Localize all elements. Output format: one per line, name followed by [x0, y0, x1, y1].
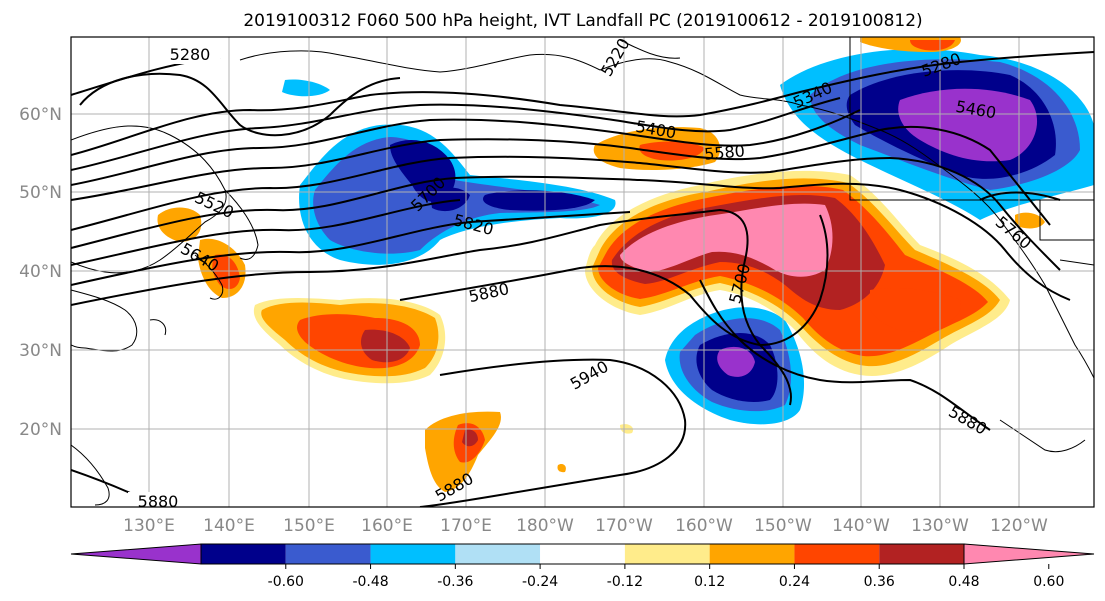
colorbar-tick-label: -0.36	[437, 574, 473, 590]
colorbar-segment	[370, 544, 456, 564]
colorbar-segment	[285, 544, 371, 564]
contour-label: 5280	[170, 45, 211, 64]
lon-label: 130°E	[123, 516, 175, 536]
lon-label: 180°W	[516, 516, 574, 536]
colorbar-tick-label: 0.36	[864, 574, 895, 590]
lat-label: 50°N	[19, 183, 62, 203]
lat-label: 40°N	[19, 262, 62, 282]
lon-label: 150°E	[283, 516, 335, 536]
lat-label: 20°N	[19, 420, 62, 440]
colorbar-tick-label: 0.24	[779, 574, 810, 590]
lat-label: 60°N	[19, 105, 62, 125]
colorbar-tick-label: -0.24	[522, 574, 558, 590]
lon-label: 130°W	[911, 516, 969, 536]
colorbar-frame	[200, 543, 965, 565]
colorbar-tick-label: -0.60	[268, 574, 304, 590]
colorbar-segment	[794, 544, 880, 564]
longitude-labels: 130°E 140°E 150°E 160°E 170°E 180°W 170°…	[123, 516, 1048, 536]
colorbar-segment	[540, 544, 625, 564]
contour-label: 5880	[138, 492, 179, 511]
colorbar-segment	[624, 544, 710, 564]
lon-label: 140°W	[832, 516, 890, 536]
lon-label: 160°W	[675, 516, 733, 536]
colorbar-tick-label: 0.60	[1033, 574, 1064, 590]
colorbar-segment	[709, 544, 795, 564]
lon-label: 170°E	[440, 516, 492, 536]
colorbar: -0.60 -0.48 -0.36 -0.24 -0.12 0.12 0.24 0.36 0.4…	[70, 543, 1095, 590]
colorbar-tick-label: 0.48	[948, 574, 979, 590]
colorbar-extend-high	[963, 543, 1095, 565]
graticule	[71, 37, 1094, 507]
lon-label: 160°E	[361, 516, 413, 536]
ivt-shading	[157, 37, 1094, 492]
figure-title: 2019100312 F060 500 hPa height, IVT Land…	[243, 11, 922, 31]
colorbar-tick-label: -0.12	[607, 574, 643, 590]
lon-label: 170°W	[595, 516, 653, 536]
colorbar-extend-low	[70, 543, 202, 565]
map-frame	[70, 36, 1095, 508]
colorbar-segment	[879, 544, 964, 564]
lon-label: 150°W	[754, 516, 812, 536]
height-contours	[71, 51, 1094, 507]
contour-label: 5580	[703, 141, 745, 163]
colorbar-tick-label: -0.48	[352, 574, 388, 590]
latitude-labels: 60°N 50°N 40°N 30°N 20°N	[19, 105, 62, 440]
lon-label: 120°W	[990, 516, 1048, 536]
colorbar-segment	[201, 544, 286, 564]
map-area: 5280 5220 5280 5340 5460 5400 5580 5520 …	[71, 37, 1094, 511]
coastlines	[71, 37, 1094, 506]
lat-label: 30°N	[19, 341, 62, 361]
colorbar-tick-label: 0.12	[694, 574, 725, 590]
colorbar-segment	[455, 544, 541, 564]
lon-label: 140°E	[203, 516, 255, 536]
